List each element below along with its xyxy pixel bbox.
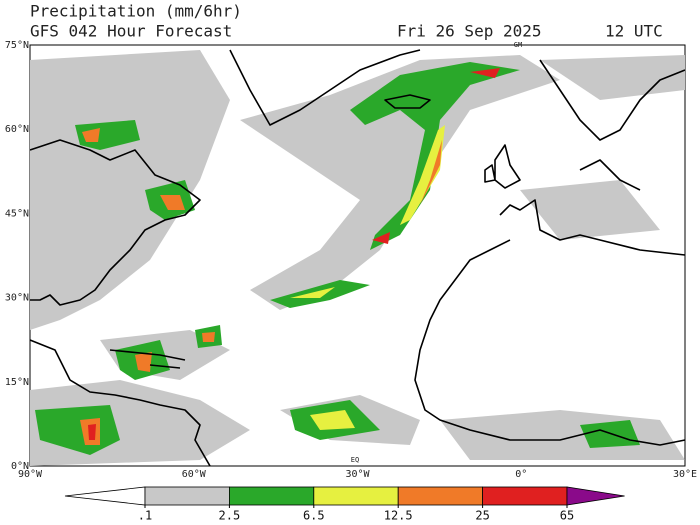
longitude-label: 30°E bbox=[673, 469, 697, 480]
title: Precipitation (mm/6hr) bbox=[30, 2, 242, 21]
colorbar-bin bbox=[228, 486, 315, 506]
latitude-label: 0°N bbox=[11, 461, 29, 472]
coastlines bbox=[29, 49, 686, 467]
longitude-label: 0° bbox=[515, 469, 527, 480]
meridian-marker: GM bbox=[514, 41, 522, 49]
longitude-label: 90°W bbox=[18, 469, 43, 480]
latitude-label: 45°N bbox=[5, 208, 29, 219]
valid-time: 12 UTC bbox=[605, 22, 663, 41]
colorbar: .1 2.5 6.5 12.5 25 65 bbox=[64, 486, 625, 523]
colorbar-bin bbox=[313, 486, 399, 506]
latitude-label: 15°N bbox=[5, 377, 29, 388]
valid-date: Fri 26 Sep 2025 bbox=[397, 22, 542, 41]
colorbar-end-low bbox=[64, 486, 146, 506]
longitude-label: 60°W bbox=[182, 469, 207, 480]
colorbar-end-high bbox=[566, 486, 625, 506]
equator-marker: EQ bbox=[351, 456, 359, 464]
colorbar-bin bbox=[482, 486, 568, 506]
latitude-label: 75°N bbox=[5, 40, 29, 51]
colorbar-label: 2.5 bbox=[219, 509, 241, 523]
latitude-labels: 75°N 60°N 45°N 30°N 15°N 0°N bbox=[5, 40, 29, 472]
colorbar-label: 65 bbox=[560, 509, 574, 523]
colorbar-label: 12.5 bbox=[384, 509, 413, 523]
colorbar-bin bbox=[144, 486, 230, 506]
colorbar-bin bbox=[397, 486, 484, 506]
longitude-label: 30°W bbox=[345, 469, 370, 480]
map-area: GM EQ bbox=[29, 41, 686, 467]
latitude-label: 60°N bbox=[5, 124, 29, 135]
colorbar-label: 25 bbox=[475, 509, 489, 523]
colorbar-label: 6.5 bbox=[303, 509, 325, 523]
precipitation-field bbox=[30, 50, 685, 466]
subtitle: GFS 042 Hour Forecast bbox=[30, 22, 232, 41]
colorbar-label: .1 bbox=[138, 509, 152, 523]
longitude-labels: 90°W 60°W 30°W 0° 30°E bbox=[18, 469, 697, 480]
latitude-label: 30°N bbox=[5, 293, 29, 304]
